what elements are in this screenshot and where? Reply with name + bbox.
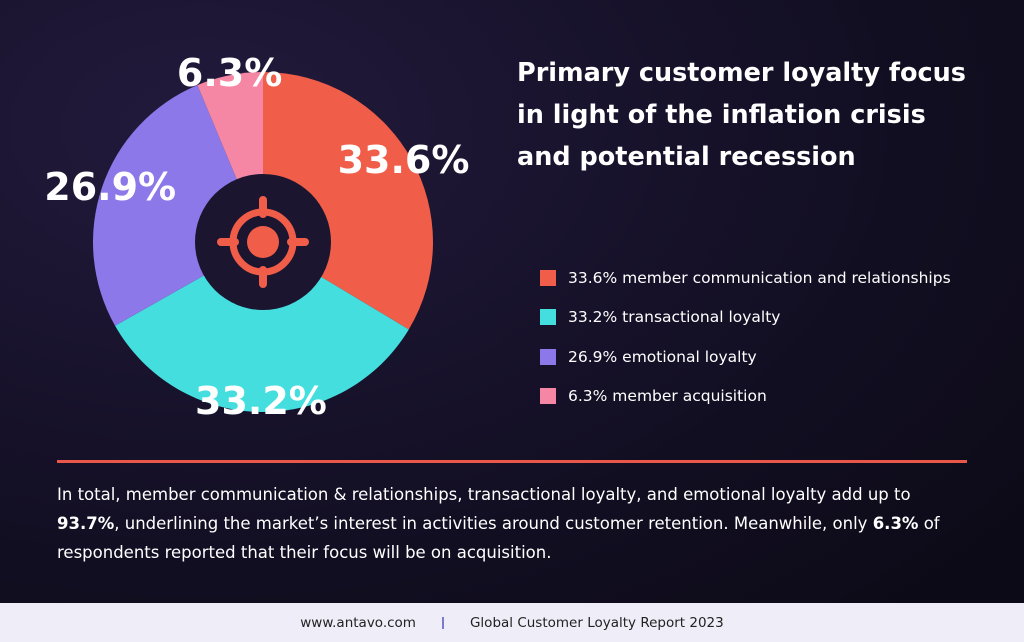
- legend-swatch: [540, 348, 556, 365]
- footer: www.antavo.com Global Customer Loyalty Re…: [0, 603, 1024, 642]
- legend-swatch: [540, 309, 556, 326]
- legend-swatch: [540, 269, 556, 286]
- website: www.antavo.com: [300, 614, 416, 631]
- summary-highlight: 93.7%: [57, 514, 115, 533]
- legend-item: 33.2% transactional loyalty: [540, 298, 951, 338]
- separator: [441, 616, 444, 629]
- legend-label: 6.3% member acquisition: [568, 387, 767, 406]
- legend: 33.6% member communication and relations…: [540, 258, 951, 416]
- data-label: 6.3%: [177, 51, 282, 95]
- legend-swatch: [540, 388, 556, 405]
- summary-highlight: 6.3%: [872, 514, 919, 533]
- data-label: 26.9%: [44, 165, 176, 209]
- summary-text: In total, member communication & relatio…: [57, 485, 911, 504]
- divider: [57, 460, 967, 463]
- data-label: 33.2%: [195, 379, 327, 423]
- summary-text: of respondents reported that their focus…: [57, 514, 940, 562]
- legend-item: 6.3% member acquisition: [540, 377, 951, 417]
- pie-chart: 33.6% 33.2% 26.9% 6.3%: [44, 51, 470, 423]
- target-icon: [217, 196, 309, 288]
- report-name: Global Customer Loyalty Report 2023: [469, 614, 724, 631]
- data-label: 33.6%: [338, 138, 470, 182]
- legend-label: 33.6% member communication and relations…: [568, 268, 951, 287]
- summary-text: , underlining the market’s interest in a…: [114, 514, 873, 533]
- summary: In total, member communication & relatio…: [57, 480, 977, 567]
- pie-slice: [115, 242, 409, 412]
- legend-label: 33.2% transactional loyalty: [568, 308, 781, 327]
- chart-title: Primary customer loyalty focus in light …: [517, 58, 966, 172]
- legend-label: 26.9% emotional loyalty: [568, 347, 757, 366]
- legend-item: 26.9% emotional loyalty: [540, 337, 951, 377]
- legend-item: 33.6% member communication and relations…: [540, 258, 951, 298]
